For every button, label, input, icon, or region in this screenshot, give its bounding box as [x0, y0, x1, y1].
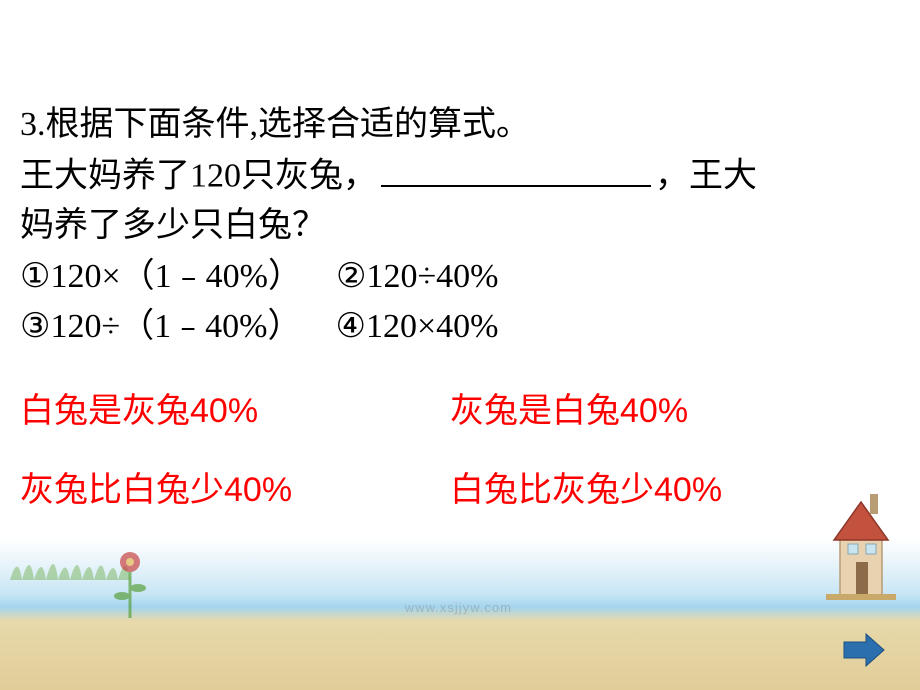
option-4: ④120×40% — [335, 308, 498, 345]
watermark-text: www.xsjjyw.com — [405, 600, 512, 615]
answer-4: 白兔比灰兔少40% — [450, 466, 722, 515]
problem-line2a: 王大妈养了120只灰兔， — [20, 158, 377, 195]
problem-number: 3. — [20, 106, 46, 143]
problem-prompt: 根据下面条件,选择合适的算式。 — [46, 106, 531, 143]
fill-blank — [381, 149, 651, 186]
flower-decoration — [110, 548, 150, 618]
option-2: ②120÷40% — [336, 258, 498, 295]
options-row-2: ③120÷（1﹣40%） ④120×40% — [20, 302, 880, 351]
content-area: 3.根据下面条件,选择合适的算式。 王大妈养了120只灰兔， ，王大 妈养了多少只… — [20, 100, 880, 545]
answer-1: 白兔是灰兔40% — [20, 387, 450, 436]
answer-3: 灰兔比白兔少40% — [20, 466, 450, 515]
option-1: ①120×（1﹣40%） — [20, 258, 302, 295]
house-decoration — [826, 490, 896, 600]
problem-line3: 妈养了多少只白兔？ — [20, 207, 326, 244]
answers-block: 白兔是灰兔40% 灰兔是白兔40% 灰兔比白兔少40% 白兔比灰兔少40% — [20, 387, 880, 516]
options-block: ①120×（1﹣40%） ②120÷40% ③120÷（1﹣40%） ④120×… — [20, 252, 880, 351]
answers-row-2: 灰兔比白兔少40% 白兔比灰兔少40% — [20, 466, 880, 515]
problem-lines: 3.根据下面条件,选择合适的算式。 王大妈养了120只灰兔， ，王大 妈养了多少只… — [20, 100, 880, 250]
option-3: ③120÷（1﹣40%） — [20, 308, 301, 345]
answers-row-1: 白兔是灰兔40% 灰兔是白兔40% — [20, 387, 880, 436]
next-arrow-icon[interactable] — [842, 632, 886, 668]
options-row-1: ①120×（1﹣40%） ②120÷40% — [20, 252, 880, 301]
problem-line2b: ，王大 — [655, 158, 757, 195]
answer-2: 灰兔是白兔40% — [450, 387, 688, 436]
